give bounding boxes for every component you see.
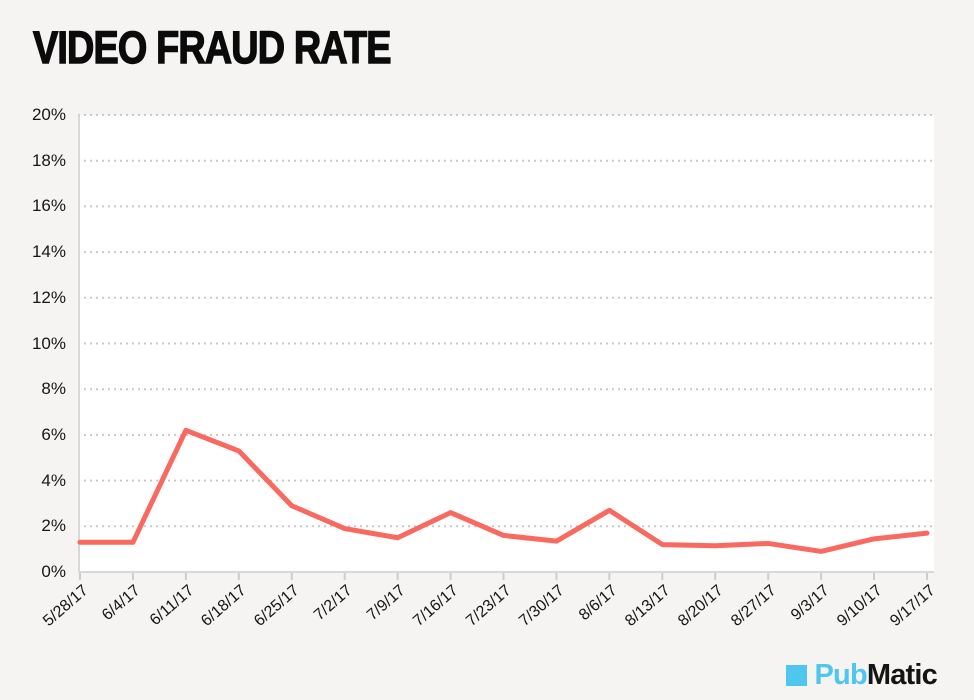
x-tick-label: 6/11/17 <box>146 582 198 630</box>
plot-area <box>77 114 934 580</box>
pubmatic-square-icon <box>786 665 808 686</box>
y-tick-label: 0% <box>41 562 66 581</box>
y-tick-label: 12% <box>31 287 66 307</box>
y-axis-labels: 0% 2% 4% 6% 8% 10% 12% 14% 16% 18% 20% <box>0 0 66 700</box>
x-tick-label: 7/9/17 <box>364 582 409 625</box>
x-tick-label: 6/18/17 <box>198 582 250 630</box>
fraud-rate-line-chart <box>77 114 934 580</box>
x-tick-label: 7/23/17 <box>463 582 515 630</box>
x-tick-label: 9/10/17 <box>833 582 886 630</box>
logo-text-matic: Matic <box>866 659 938 691</box>
x-tick-label: 8/6/17 <box>575 582 621 625</box>
y-tick-label: 4% <box>41 470 66 490</box>
y-tick-label: 10% <box>31 333 66 353</box>
logo-text-pub: Pub <box>814 659 867 691</box>
x-tick-label: 7/30/17 <box>516 582 568 630</box>
x-tick-label: 7/16/17 <box>410 582 462 630</box>
y-tick-label: 2% <box>41 516 66 536</box>
x-tick-label: 8/20/17 <box>674 582 727 630</box>
x-tick-label: 9/17/17 <box>886 582 939 630</box>
y-tick-label: 20% <box>31 105 66 124</box>
y-tick-label: 14% <box>31 242 66 262</box>
x-axis-labels: 5/28/17 6/4/17 6/11/17 6/18/17 6/25/17 7/2/17… <box>40 582 938 662</box>
x-tick-label: 8/13/17 <box>622 582 674 630</box>
pubmatic-logo: PubMatic <box>786 661 938 690</box>
x-tick-label: 7/2/17 <box>311 582 356 625</box>
y-tick-label: 8% <box>41 379 66 399</box>
x-tick-label: 8/27/17 <box>727 582 780 630</box>
pubmatic-logo-text: PubMatic <box>814 661 937 690</box>
y-tick-label: 16% <box>31 196 66 216</box>
y-tick-label: 18% <box>31 150 66 170</box>
x-tick-label: 6/25/17 <box>251 582 303 630</box>
y-tick-label: 6% <box>41 424 66 444</box>
fraud-rate-line <box>77 427 930 554</box>
page-title: VIDEO FRAUD RATE <box>32 21 392 73</box>
x-tick-label: 6/4/17 <box>99 582 145 625</box>
x-tick-label: 9/3/17 <box>787 582 833 625</box>
